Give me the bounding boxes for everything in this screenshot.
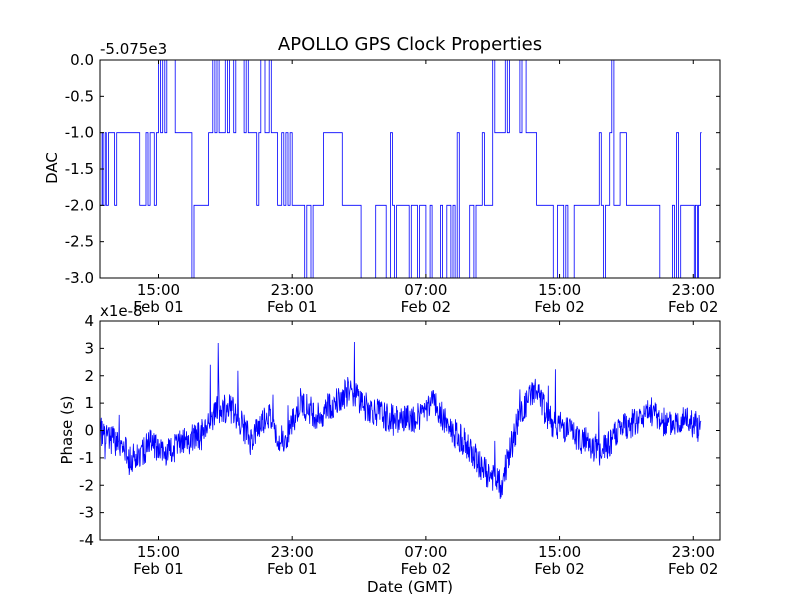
x-tick-label-time: 15:00	[137, 281, 180, 299]
dac-offset-label: -5.075e3	[100, 40, 167, 58]
y-tick-label: 1	[84, 394, 94, 412]
chart-title: APOLLO GPS Clock Properties	[278, 34, 542, 55]
y-tick-label: -4	[79, 531, 94, 549]
x-tick-label-time: 23:00	[271, 543, 314, 561]
y-tick-label: -3.0	[65, 269, 94, 287]
dac-series-line	[100, 60, 702, 278]
y-tick-label: -2.5	[65, 233, 94, 251]
y-tick-label: 4	[84, 312, 94, 330]
x-tick-label-time: 07:00	[404, 281, 447, 299]
y-tick-label: -3	[79, 504, 94, 522]
dac-y-axis-label: DAC	[43, 152, 61, 184]
y-tick-label: -2	[79, 476, 94, 494]
x-tick-label-time: 15:00	[538, 281, 581, 299]
phase-y-axis-label: Phase (s)	[58, 395, 76, 464]
y-tick-label: -1.0	[65, 124, 94, 142]
x-tick-label-time: 23:00	[672, 281, 715, 299]
y-tick-label: 0.0	[70, 51, 94, 69]
x-tick-label-date: Feb 02	[534, 298, 584, 316]
y-tick-label: 0	[84, 422, 94, 440]
y-tick-label: -0.5	[65, 87, 94, 105]
dac-panel: -5.075e3 DAC 0.0 -0.5 -1.0 -1.5 -2.0 -2.5 -3.0…	[43, 40, 721, 316]
dac-line-path	[100, 60, 702, 278]
y-tick-label: -1.5	[65, 160, 94, 178]
x-tick-label-date: Feb 01	[267, 560, 317, 578]
x-tick-label-date: Feb 02	[668, 298, 718, 316]
x-tick-label-time: 23:00	[672, 543, 715, 561]
x-tick-label-date: Feb 02	[668, 560, 718, 578]
y-tick-label: 3	[84, 339, 94, 357]
phase-x-axis-label: Date (GMT)	[367, 578, 453, 596]
x-tick-label-date: Feb 02	[401, 560, 451, 578]
x-tick-label-time: 07:00	[404, 543, 447, 561]
x-tick-label-date: Feb 01	[133, 298, 183, 316]
x-tick-label-date: Feb 01	[267, 298, 317, 316]
y-tick-label: -2.0	[65, 196, 94, 214]
phase-line-path	[100, 341, 702, 500]
x-tick-label-time: 23:00	[271, 281, 314, 299]
phase-offset-label: x1e-8	[100, 302, 143, 320]
phase-series-line	[100, 341, 702, 500]
x-tick-label-time: 15:00	[137, 543, 180, 561]
y-tick-label: 2	[84, 367, 94, 385]
x-tick-label-date: Feb 01	[133, 560, 183, 578]
x-tick-label-date: Feb 02	[401, 298, 451, 316]
y-tick-label: -1	[79, 449, 94, 467]
x-tick-label-date: Feb 02	[534, 560, 584, 578]
x-tick-label-time: 15:00	[538, 543, 581, 561]
